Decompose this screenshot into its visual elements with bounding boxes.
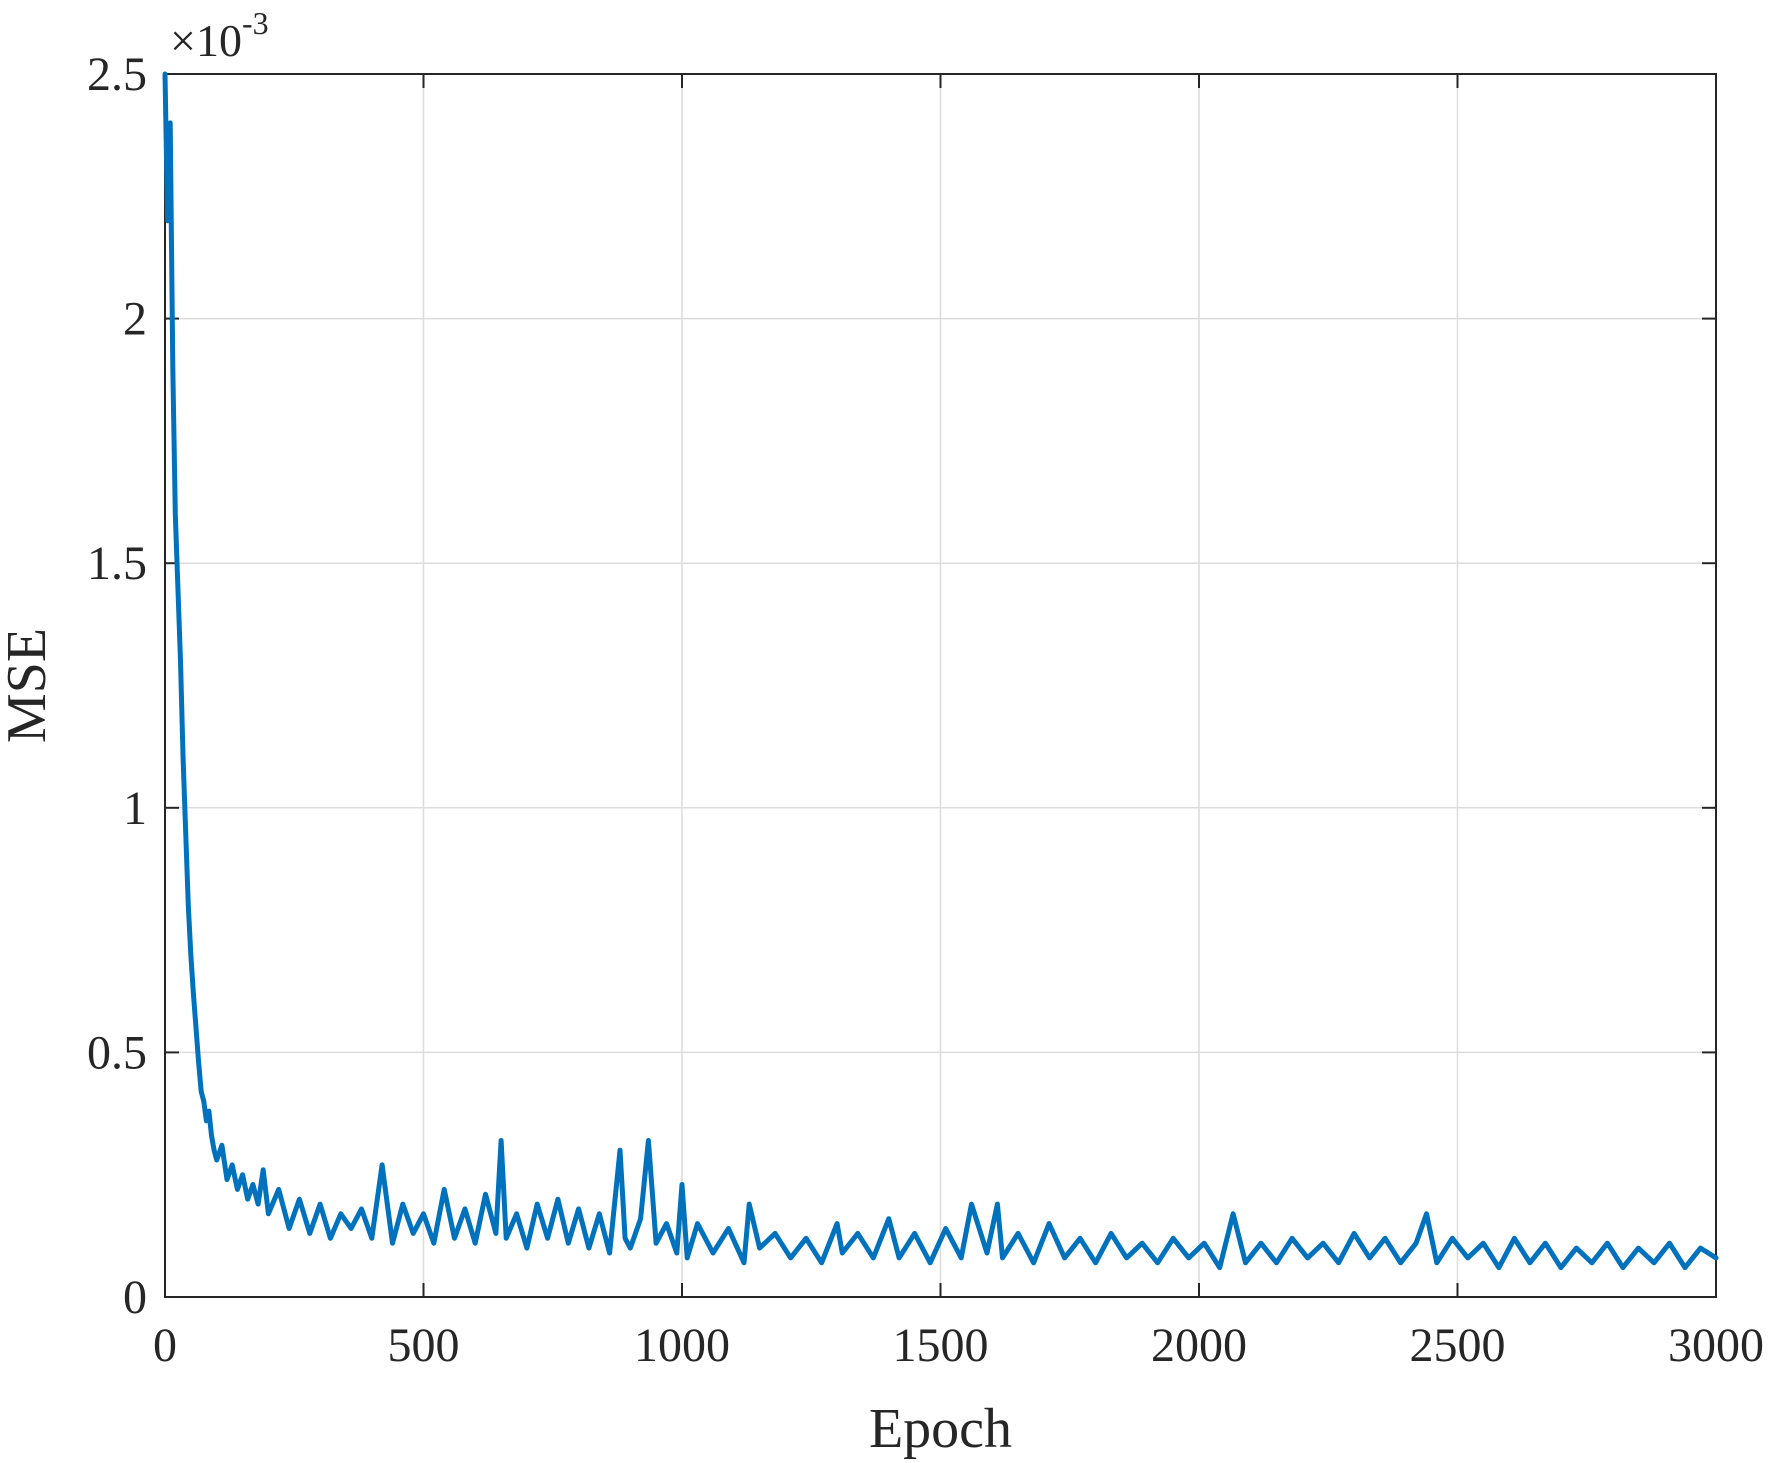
y-tick-label: 2 [123, 293, 147, 346]
y-tick-label: 0.5 [87, 1026, 147, 1079]
y-tick-labels: 0 0.5 1 1.5 2 2.5 [87, 48, 147, 1324]
y-tick-label: 2.5 [87, 48, 147, 101]
series-line [162, 71, 1719, 1271]
axis-ticks [164, 73, 1717, 1298]
y-tick-label: 1 [123, 782, 147, 835]
y-tick-label: 0 [123, 1271, 147, 1324]
x-axis-label: Epoch [869, 1398, 1012, 1460]
grid-lines [164, 73, 1717, 1298]
x-tick-labels: 0 500 1000 1500 2000 2500 3000 [153, 1319, 1764, 1372]
x-tick-label: 2000 [1151, 1319, 1247, 1372]
y-tick-label: 1.5 [87, 537, 147, 590]
y-axis-label: MSE [0, 628, 58, 743]
multiplier-base: ×10 [170, 15, 242, 66]
x-tick-label: 0 [153, 1319, 177, 1372]
multiplier-exponent: -3 [242, 5, 269, 41]
x-tick-label: 1000 [634, 1319, 730, 1372]
y-axis-multiplier: ×10-3 [170, 5, 269, 66]
x-tick-label: 1500 [893, 1319, 989, 1372]
x-tick-label: 500 [388, 1319, 460, 1372]
x-tick-label: 3000 [1668, 1319, 1764, 1372]
x-tick-label: 2500 [1410, 1319, 1506, 1372]
